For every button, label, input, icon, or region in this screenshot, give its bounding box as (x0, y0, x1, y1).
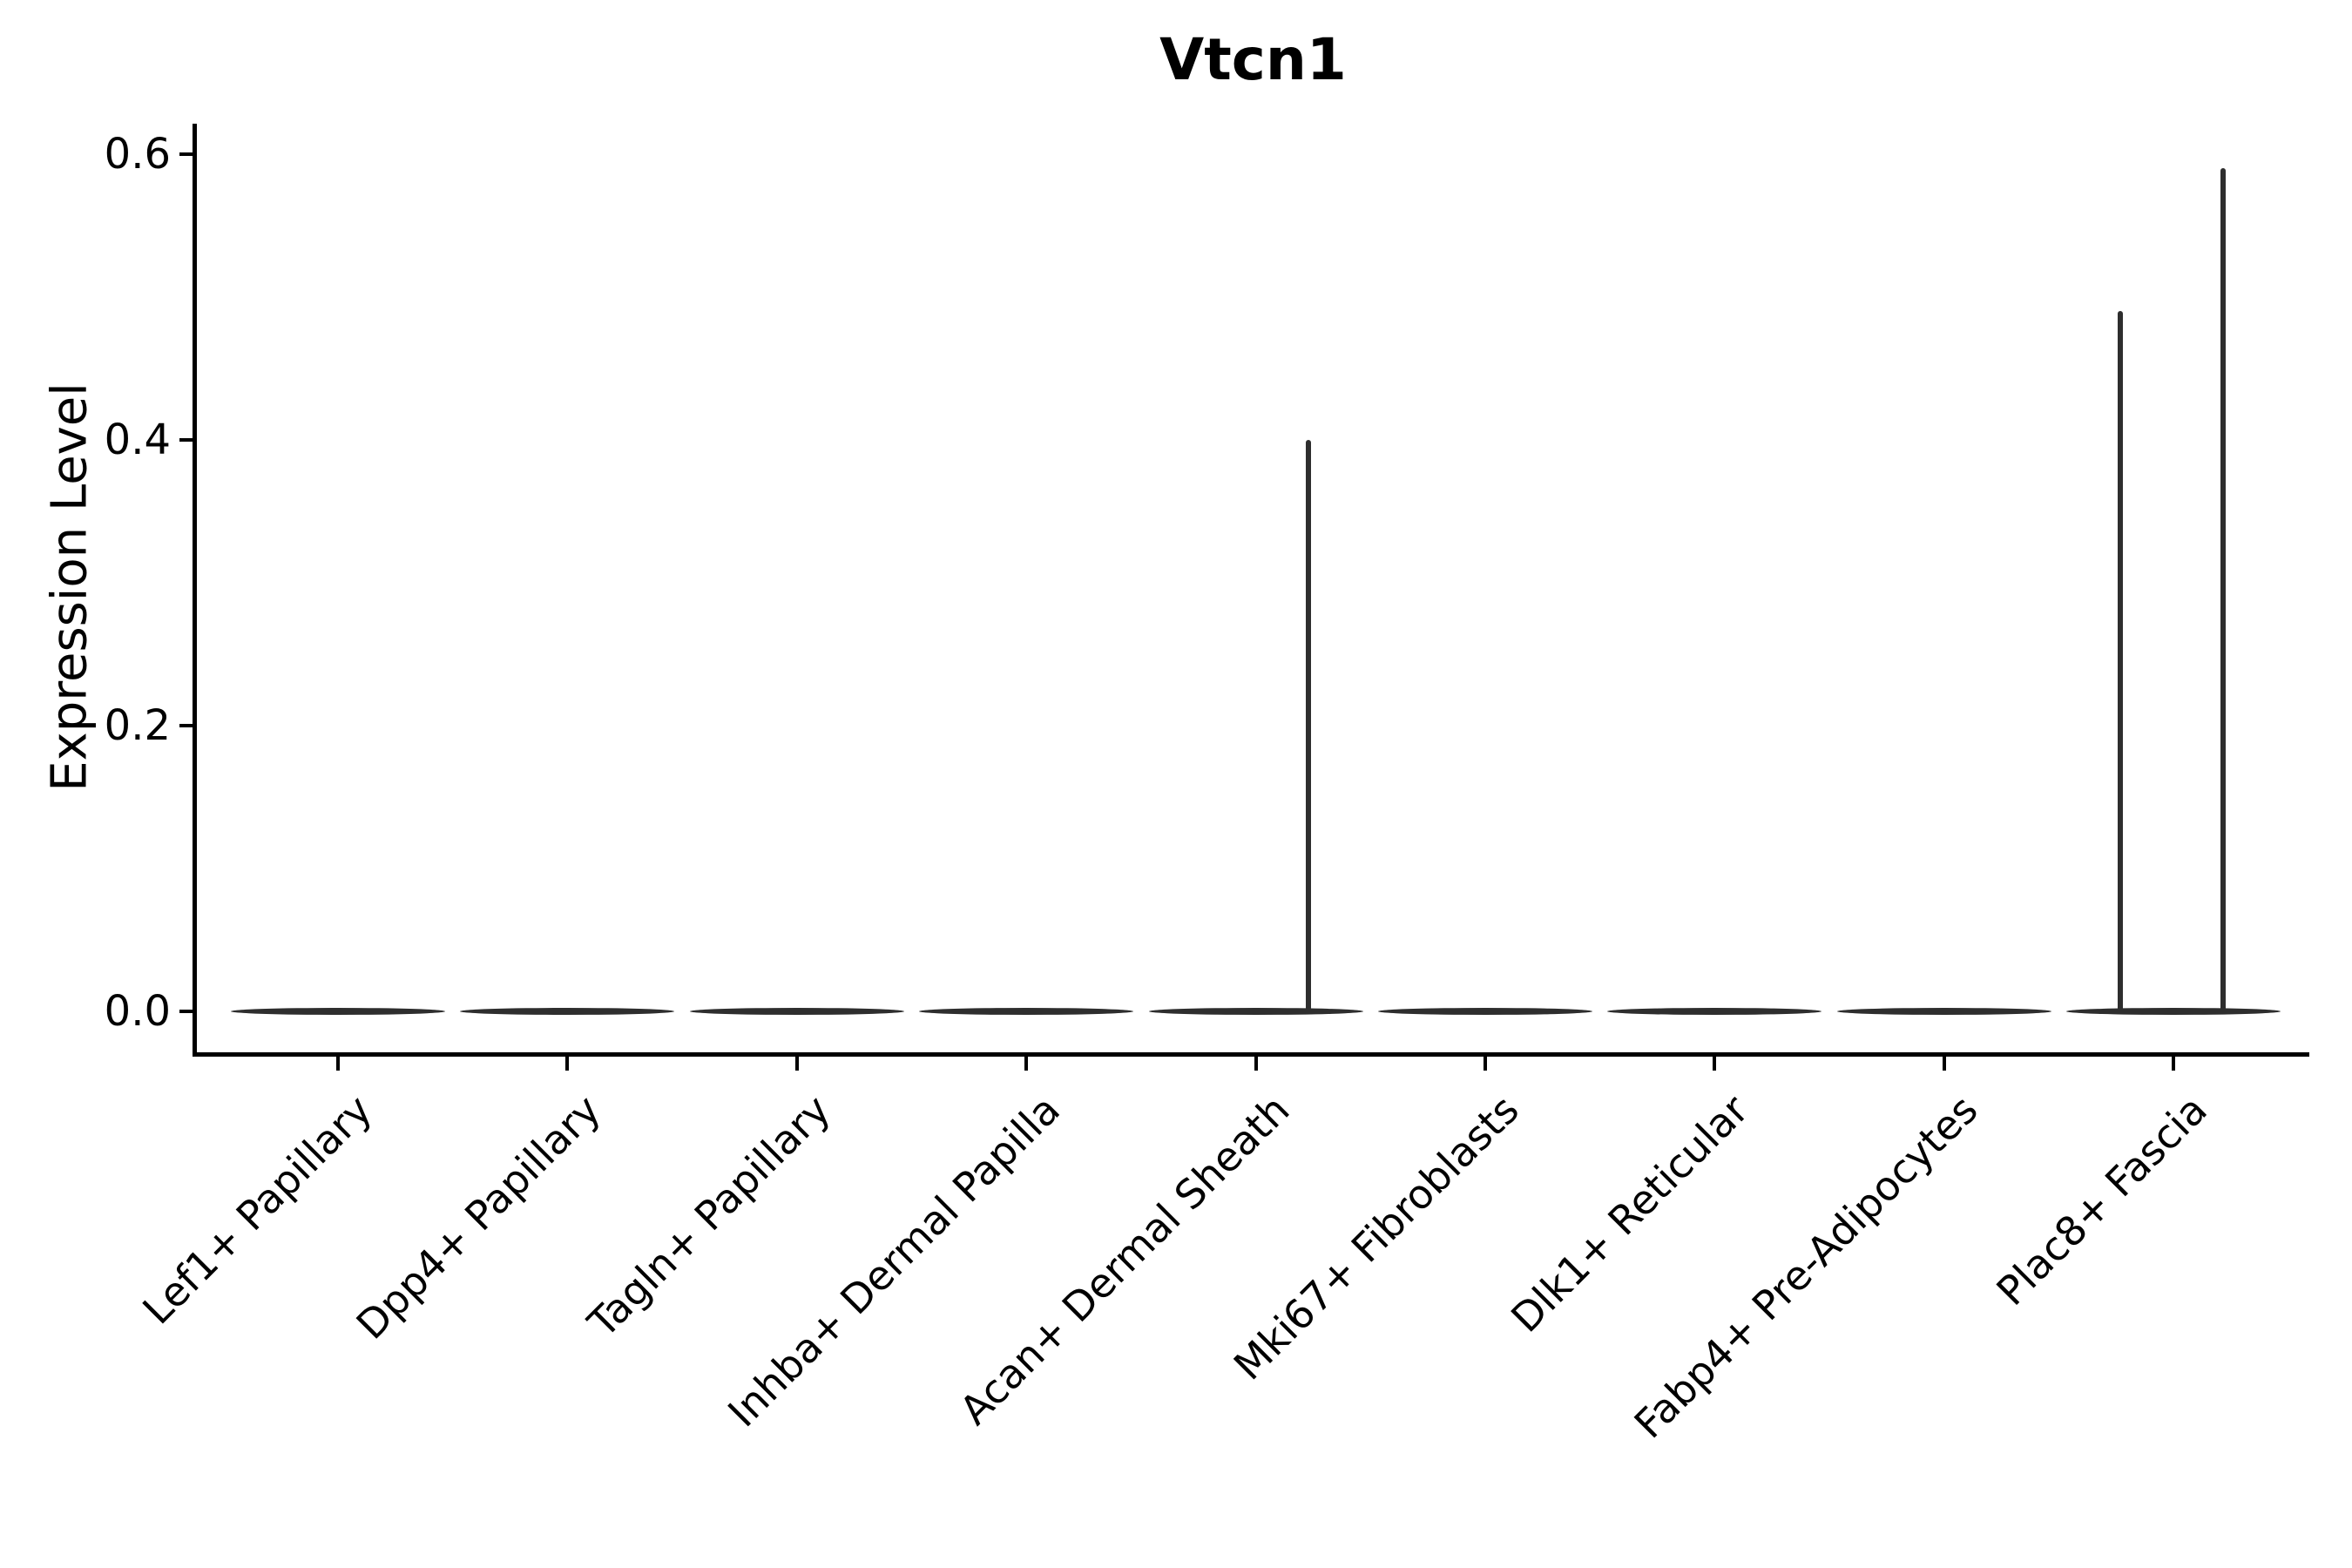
x-tick-mark (1254, 1056, 1258, 1071)
violin-base (2066, 1008, 2281, 1015)
x-tick-label: Dlk1+ Reticular (1501, 1085, 1758, 1342)
x-tick-mark (336, 1056, 340, 1071)
x-tick-label: Dpp4+ Papillary (347, 1085, 611, 1348)
y-tick-label: 0.6 (104, 130, 171, 179)
violin-base (1148, 1008, 1363, 1015)
x-tick-mark (1024, 1056, 1029, 1071)
x-tick-mark (1942, 1056, 1946, 1071)
x-tick-label: Tagln+ Papillary (578, 1085, 840, 1347)
violin-base (1377, 1008, 1592, 1015)
x-tick-mark (1483, 1056, 1487, 1071)
violin-base (1836, 1008, 2051, 1015)
y-tick-label: 0.2 (104, 701, 171, 750)
x-tick-mark (565, 1056, 570, 1071)
x-tick-mark (2172, 1056, 2175, 1071)
x-tick-label: Lef1+ Papillary (132, 1085, 381, 1334)
violin-spike (2220, 168, 2226, 1013)
violin-base (689, 1008, 904, 1015)
violin-base (919, 1008, 1134, 1015)
y-tick-mark (179, 1010, 193, 1013)
y-tick-label: 0.0 (104, 987, 171, 1036)
violin-spike (1305, 440, 1311, 1013)
x-tick-mark (1713, 1056, 1717, 1071)
chart-title: Vtcn1 (1159, 26, 1347, 93)
y-tick-mark (179, 152, 193, 156)
x-axis-spine (193, 1051, 2309, 1057)
violin-spike (2117, 311, 2123, 1013)
x-tick-mark (794, 1056, 799, 1071)
y-tick-mark (179, 438, 193, 442)
y-tick-mark (179, 724, 193, 727)
x-tick-label: Plac8+ Fascia (1987, 1085, 2216, 1315)
y-tick-label: 0.4 (104, 416, 171, 464)
violin-base (1607, 1008, 1822, 1015)
violin-base (460, 1008, 675, 1015)
y-axis-spine (193, 124, 197, 1057)
violin-base (231, 1008, 445, 1015)
